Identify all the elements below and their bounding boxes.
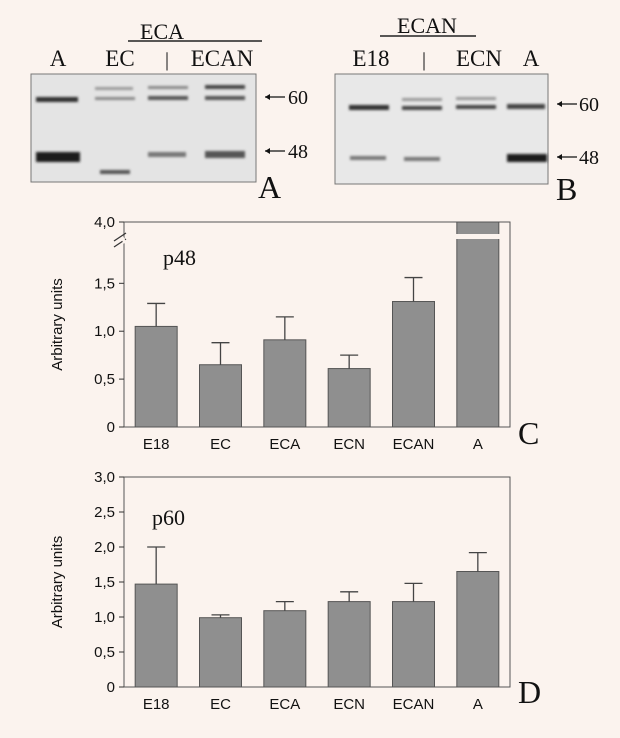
blot-a-lane-label-1: A — [50, 46, 67, 71]
blot-b-lane-label-1: E18 — [352, 46, 389, 71]
y-tick-label: 0,5 — [94, 644, 115, 661]
bar — [199, 364, 242, 428]
blot-b-band — [402, 98, 442, 101]
blot-b-band — [456, 97, 496, 100]
y-tick-label: 1,0 — [94, 609, 115, 626]
blot-b-band — [402, 106, 442, 110]
blot-a-band — [148, 152, 186, 157]
blot-panel-b: ECAN E18 | ECN A 60 48 B — [334, 13, 599, 207]
bar-break-gap — [455, 234, 500, 239]
blot-a-band — [36, 97, 78, 102]
blot-a-band — [205, 85, 245, 89]
x-tick-label: ECA — [269, 696, 300, 713]
blot-a-marker-arrowhead-48 — [265, 148, 270, 154]
blot-b-bands — [349, 97, 547, 162]
x-tick-label: E18 — [143, 436, 170, 453]
blot-a-marker-60: 60 — [288, 87, 308, 109]
chart-c-frame — [123, 221, 511, 428]
bar — [392, 301, 435, 428]
x-tick-label: ECN — [333, 436, 365, 453]
x-tick-label: EC — [210, 696, 231, 713]
bar — [392, 601, 435, 688]
blot-b-divider: | — [422, 49, 426, 71]
blot-a-marker-arrowhead-60 — [265, 94, 270, 100]
blot-a-panel-letter: A — [258, 169, 281, 205]
bar — [327, 601, 371, 688]
blot-a-band — [205, 96, 245, 100]
blot-a-band — [36, 152, 80, 162]
blot-a-band — [95, 87, 133, 90]
y-axis-label: Arbitrary units — [49, 536, 66, 629]
blot-b-marker-arrowhead-48 — [557, 154, 562, 160]
blot-a-header: ECA — [140, 19, 184, 44]
bar — [134, 583, 178, 688]
x-tick-label: EC — [210, 436, 231, 453]
blot-b-membrane — [334, 73, 549, 185]
bar — [199, 617, 242, 688]
x-tick-label: ECA — [269, 436, 300, 453]
bar — [263, 610, 307, 688]
x-tick-label: ECN — [333, 696, 365, 713]
blot-b-lane-label-3: A — [523, 46, 540, 71]
blot-b-band — [507, 154, 547, 162]
blot-a-membrane — [30, 73, 257, 183]
blot-panel-a: ECA A EC | ECAN 60 48 A — [30, 19, 308, 205]
x-tick-label: A — [473, 436, 483, 453]
blot-a-lane-label-3: ECAN — [191, 46, 254, 71]
blot-a-bands — [36, 85, 245, 174]
x-tick-label: ECAN — [393, 436, 435, 453]
bar — [456, 221, 500, 428]
y-tick-label: 1,5 — [94, 275, 115, 292]
blot-b-band — [456, 105, 496, 109]
y-axis-label: Arbitrary units — [49, 278, 66, 371]
y-tick-label: 0 — [107, 679, 115, 696]
x-tick-label: A — [473, 696, 483, 713]
blot-a-band — [148, 86, 188, 89]
y-tick-label: 0 — [107, 419, 115, 436]
chart-c-title: p48 — [163, 245, 196, 270]
y-break-label: 4,0 — [94, 214, 115, 231]
x-tick-label: E18 — [143, 696, 170, 713]
blot-a-marker-48: 48 — [288, 141, 308, 163]
axis-break-gap — [120, 236, 127, 244]
blot-a-band — [100, 170, 130, 174]
y-tick-label: 0,5 — [94, 371, 115, 388]
blot-a-lane-label-2: EC — [105, 46, 134, 71]
blot-b-marker-48: 48 — [579, 147, 599, 169]
x-tick-label: ECAN — [393, 696, 435, 713]
blot-b-band — [404, 157, 440, 161]
chart-c-panel-letter: C — [518, 415, 539, 451]
bar — [456, 571, 500, 688]
y-tick-label: 1,0 — [94, 323, 115, 340]
blot-b-band — [507, 104, 545, 109]
y-tick-label: 2,0 — [94, 539, 115, 556]
bar — [134, 325, 178, 428]
blot-b-panel-letter: B — [556, 171, 577, 207]
blot-a-divider: | — [165, 49, 169, 71]
blot-b-marker-arrowhead-60 — [557, 101, 562, 107]
blot-b-band — [350, 156, 386, 160]
blot-b-marker-60: 60 — [579, 94, 599, 116]
bar — [327, 368, 371, 428]
bar — [263, 339, 307, 428]
y-tick-label: 2,5 — [94, 504, 115, 521]
blot-b-lane-label-2: ECN — [456, 46, 502, 71]
blot-a-band — [148, 96, 188, 100]
y-tick-label: 1,5 — [94, 574, 115, 591]
chart-d-panel-letter: D — [518, 674, 541, 710]
axis-break-mark — [113, 232, 127, 242]
y-tick-label: 3,0 — [94, 469, 115, 486]
blot-a-band — [95, 97, 135, 100]
blot-b-band — [349, 105, 389, 110]
chart-d-title: p60 — [152, 505, 185, 530]
blot-a-band — [205, 151, 245, 158]
blot-b-header: ECAN — [397, 13, 457, 38]
